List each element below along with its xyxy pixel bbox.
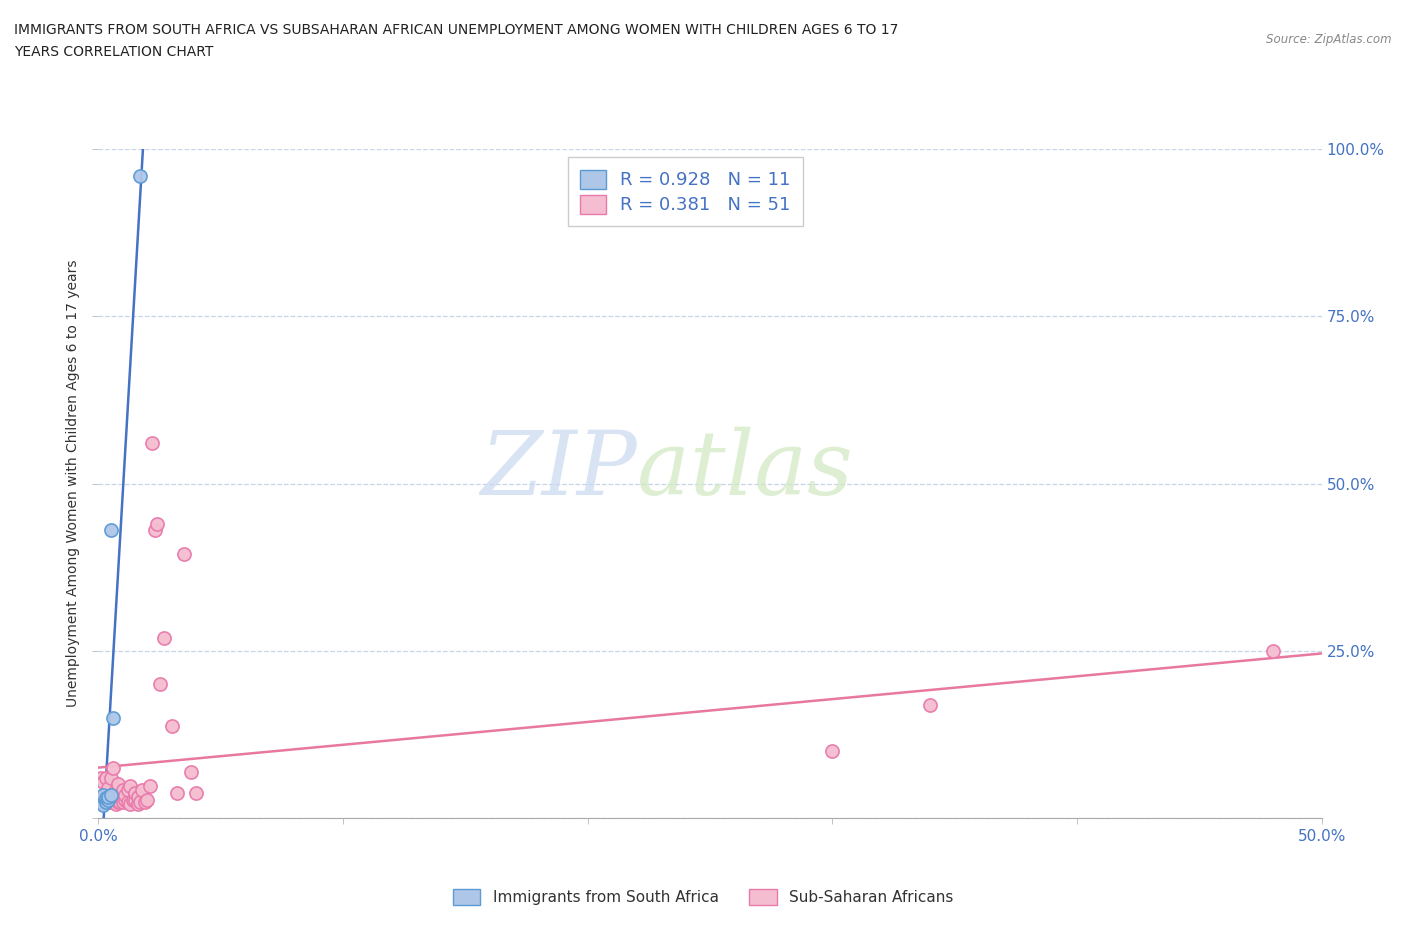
Point (101, 761, 124, 776)
Point (149, 677, 172, 692)
Text: YEARS CORRELATION CHART: YEARS CORRELATION CHART (14, 45, 214, 59)
Point (90, 794, 112, 809)
Point (139, 778, 162, 793)
Point (134, 794, 156, 809)
Point (107, 794, 129, 809)
Point (136, 792, 159, 807)
Point (146, 516, 169, 531)
Point (97, 790, 120, 804)
Point (186, 786, 208, 801)
Point (920, 698, 942, 712)
Legend: R = 0.928   N = 11, R = 0.381   N = 51: R = 0.928 N = 11, R = 0.381 N = 51 (568, 157, 803, 226)
Point (91, 798, 114, 813)
Point (91, 788, 114, 803)
Point (160, 719, 183, 734)
Point (94, 771, 117, 786)
Point (104, 783, 127, 798)
Point (129, 794, 152, 809)
Point (153, 631, 176, 645)
Point (94, 790, 117, 805)
Point (117, 783, 139, 798)
Y-axis label: Unemployment Among Women with Children Ages 6 to 17 years: Unemployment Among Women with Children A… (66, 259, 80, 708)
Point (110, 794, 132, 809)
Point (180, 764, 202, 779)
Point (1261, 644, 1284, 658)
Point (124, 786, 146, 801)
Point (97, 794, 120, 809)
Point (111, 794, 134, 809)
Point (131, 783, 153, 798)
Point (120, 796, 142, 811)
Point (110, 790, 132, 804)
Point (173, 547, 195, 562)
Text: Source: ZipAtlas.com: Source: ZipAtlas.com (1267, 33, 1392, 46)
Point (91, 774, 114, 789)
Point (114, 788, 136, 803)
Point (97, 781, 120, 796)
Point (100, 788, 122, 803)
Point (124, 792, 146, 807)
Point (127, 790, 149, 804)
Point (143, 523, 166, 538)
Point (141, 436, 163, 451)
Point (821, 744, 844, 759)
Point (107, 777, 129, 791)
Point (104, 796, 127, 811)
Point (121, 792, 143, 807)
Point (117, 794, 139, 809)
Point (114, 792, 136, 807)
Point (100, 794, 122, 809)
Point (101, 794, 124, 809)
Point (129, 168, 152, 183)
Point (166, 786, 188, 801)
Point (127, 796, 149, 811)
Point (90, 771, 112, 786)
Point (101, 711, 124, 725)
Point (91, 790, 114, 805)
Point (100, 771, 122, 786)
Point (94, 794, 117, 809)
Point (94, 784, 117, 799)
Text: IMMIGRANTS FROM SOUTH AFRICA VS SUBSAHARAN AFRICAN UNEMPLOYMENT AMONG WOMEN WITH: IMMIGRANTS FROM SOUTH AFRICA VS SUBSAHAR… (14, 23, 898, 37)
Text: ZIP: ZIP (479, 427, 637, 513)
Point (111, 783, 134, 798)
Point (97, 792, 120, 807)
Point (100, 523, 122, 538)
Point (100, 788, 122, 803)
Legend: Immigrants from South Africa, Sub-Saharan Africans: Immigrants from South Africa, Sub-Sahara… (446, 881, 960, 913)
Point (107, 790, 129, 804)
Text: atlas: atlas (637, 427, 852, 513)
Point (120, 778, 142, 793)
Point (94, 790, 117, 805)
